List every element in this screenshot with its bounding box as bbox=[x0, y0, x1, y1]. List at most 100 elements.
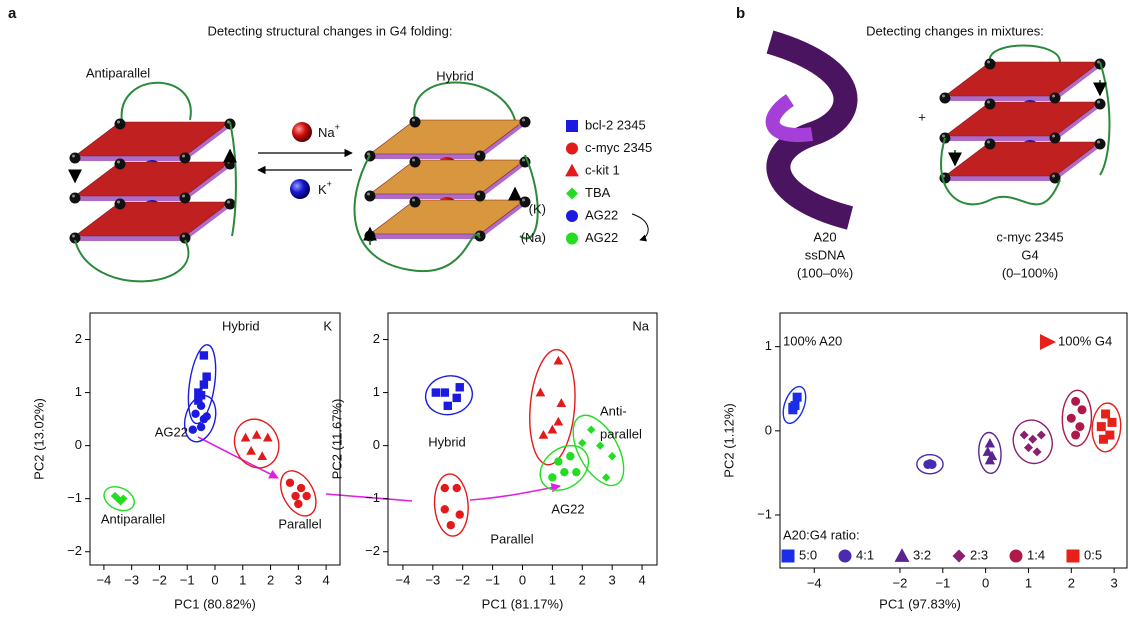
annotation: Hybrid bbox=[428, 434, 466, 449]
guanine-dot bbox=[409, 196, 421, 208]
plus-sign: + bbox=[918, 109, 926, 124]
strand-loop bbox=[988, 44, 1061, 63]
data-point bbox=[285, 478, 295, 487]
y-tick-label: 1 bbox=[765, 338, 772, 353]
ssdna-helix bbox=[766, 30, 858, 230]
y-tick-label: 1 bbox=[75, 384, 82, 399]
guanine-dot-shine bbox=[117, 200, 120, 204]
data-point bbox=[1036, 430, 1046, 440]
data-point bbox=[1105, 430, 1115, 440]
legend-label: c-kit 1 bbox=[585, 162, 620, 177]
y-axis-label: PC2 (13.02%) bbox=[31, 398, 46, 480]
data-point bbox=[556, 398, 567, 407]
guanine-dot bbox=[984, 58, 996, 70]
legend-marker bbox=[566, 142, 578, 155]
guanine-dot-shine bbox=[72, 154, 75, 158]
cluster-ellipse bbox=[187, 344, 217, 425]
data-point bbox=[1032, 447, 1042, 457]
data-point bbox=[1107, 417, 1117, 427]
data-point bbox=[554, 457, 563, 466]
legend-marker bbox=[566, 120, 578, 132]
data-point bbox=[548, 473, 557, 482]
x-tick-label: 4 bbox=[638, 572, 645, 587]
guanine-dot-shine bbox=[1097, 140, 1100, 144]
cluster-ellipse bbox=[433, 473, 469, 537]
legend-label: TBA bbox=[585, 185, 611, 200]
guanine-dot-shine bbox=[1052, 134, 1055, 138]
x-tick-label: 0 bbox=[211, 572, 218, 587]
x-tick-label: 1 bbox=[549, 572, 556, 587]
data-point bbox=[251, 429, 262, 439]
data-point bbox=[194, 396, 203, 405]
data-point bbox=[547, 424, 558, 434]
x-tick-label: 3 bbox=[295, 572, 302, 587]
data-point bbox=[291, 491, 300, 501]
data-point bbox=[792, 392, 802, 402]
guanine-dot bbox=[474, 230, 486, 242]
annotation: AG22 bbox=[551, 501, 584, 516]
y-axis-label: PC2 (1.12%) bbox=[721, 403, 736, 477]
guanine-dot-shine bbox=[412, 158, 415, 162]
g-quartet bbox=[74, 121, 231, 157]
ion-sphere bbox=[292, 122, 312, 142]
data-point bbox=[296, 483, 306, 493]
strand-loop bbox=[413, 81, 516, 121]
guanine-dot-shine bbox=[412, 118, 415, 122]
x-tick-label: −1 bbox=[485, 572, 500, 587]
data-point bbox=[302, 491, 311, 501]
data-point bbox=[1028, 434, 1038, 444]
corner-label: Na bbox=[632, 318, 649, 333]
data-point bbox=[566, 452, 575, 461]
guanine-dot bbox=[179, 192, 191, 204]
legend-marker bbox=[838, 549, 852, 563]
guanine-dot-shine bbox=[227, 160, 230, 164]
cluster-ellipse bbox=[233, 418, 280, 469]
guanine-dot-shine bbox=[1052, 94, 1055, 98]
y-axis-label: PC2 (11.67%) bbox=[329, 399, 344, 480]
data-point bbox=[1077, 405, 1087, 415]
annotation: Parallel bbox=[490, 531, 533, 546]
plot-frame bbox=[779, 312, 1128, 569]
data-point bbox=[440, 483, 449, 493]
guanine-dot-shine bbox=[117, 120, 120, 124]
strand-loop bbox=[120, 81, 192, 123]
legend-marker bbox=[566, 187, 578, 200]
x-tick-label: 1 bbox=[239, 572, 246, 587]
data-point bbox=[1101, 409, 1111, 419]
data-point bbox=[1066, 413, 1076, 423]
data-point bbox=[560, 467, 569, 477]
legend-prefix: (K) bbox=[529, 201, 546, 216]
y-tick-label: 0 bbox=[373, 437, 380, 452]
guanine-dot-shine bbox=[1052, 174, 1055, 178]
guanine-dot bbox=[1094, 98, 1106, 110]
illustrations bbox=[68, 30, 1111, 502]
legend-marker bbox=[894, 548, 910, 562]
guanine-dot bbox=[939, 92, 951, 104]
guanine-dot bbox=[474, 190, 486, 202]
x-tick-label: 0 bbox=[519, 572, 526, 587]
g-quartet bbox=[74, 201, 231, 237]
structure-label: Antiparallel bbox=[86, 65, 150, 80]
legend-label: AG22 bbox=[585, 230, 618, 245]
data-point bbox=[553, 416, 564, 426]
cluster-ellipse bbox=[539, 444, 590, 491]
cluster-ellipse bbox=[1061, 389, 1093, 447]
guanine-dot bbox=[224, 198, 236, 210]
data-point bbox=[982, 446, 993, 456]
guanine-dot-shine bbox=[117, 160, 120, 164]
data-point bbox=[262, 432, 273, 442]
strand-loop bbox=[229, 121, 237, 237]
guanine-dot bbox=[1049, 132, 1061, 144]
g-quartet bbox=[944, 101, 1101, 137]
ion-charge: + bbox=[335, 122, 340, 132]
data-point bbox=[455, 510, 464, 519]
guanine-dot-shine bbox=[412, 198, 415, 202]
guanine-dot-shine bbox=[987, 140, 990, 144]
cluster-ellipse bbox=[572, 414, 625, 487]
annotation: parallel bbox=[600, 426, 642, 441]
guanine-dot-shine bbox=[227, 200, 230, 204]
data-point bbox=[196, 422, 206, 432]
data-point bbox=[538, 429, 549, 439]
data-point bbox=[788, 402, 798, 412]
